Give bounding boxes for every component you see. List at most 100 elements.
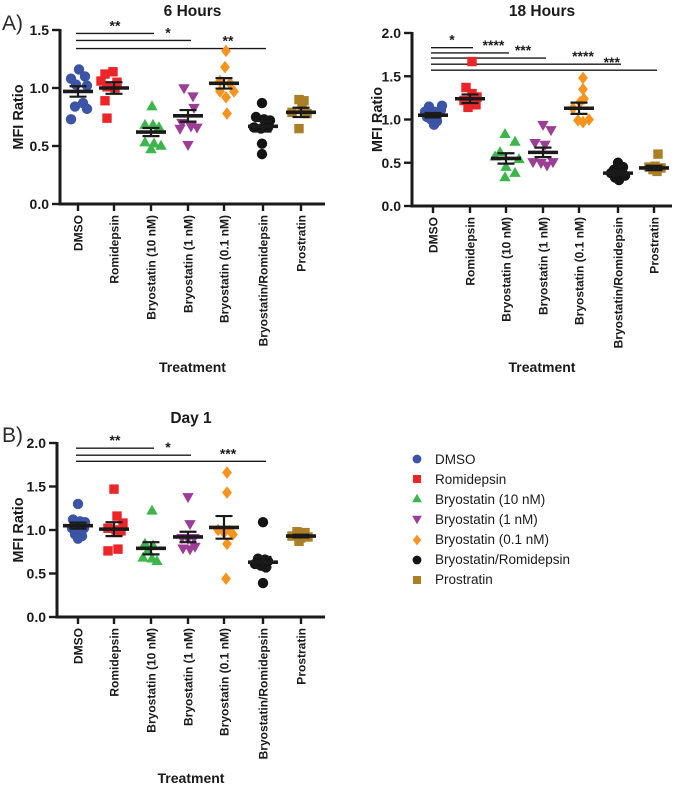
significance-label: ** bbox=[223, 33, 234, 49]
y-tick-label: 1.5 bbox=[382, 68, 402, 84]
data-point bbox=[653, 149, 663, 159]
legend-label: Romidepsin bbox=[435, 471, 507, 487]
y-tick-label: 0.0 bbox=[30, 196, 50, 212]
data-point bbox=[222, 466, 232, 479]
data-point bbox=[70, 79, 82, 90]
data-point bbox=[108, 67, 118, 77]
data-point bbox=[146, 504, 158, 515]
y-tick-label: 0.0 bbox=[382, 198, 402, 214]
data-point bbox=[73, 64, 85, 75]
data-point bbox=[139, 136, 151, 147]
significance-label: *** bbox=[604, 54, 621, 70]
data-point bbox=[500, 160, 512, 171]
y-tick-label: 1.0 bbox=[27, 522, 47, 538]
y-axis-title: MFI Ratio bbox=[11, 497, 27, 562]
square-icon bbox=[413, 575, 421, 584]
triangle-up-icon bbox=[412, 494, 422, 503]
data-point bbox=[547, 158, 559, 169]
square-icon bbox=[413, 475, 421, 484]
diamond-icon bbox=[412, 534, 422, 545]
legend-item: Bryostatin (0.1 nM) bbox=[405, 530, 570, 550]
data-point bbox=[428, 119, 440, 130]
x-tick-label: Bryostatin (10 nM) bbox=[500, 217, 514, 322]
data-point bbox=[467, 56, 477, 67]
data-point bbox=[228, 528, 238, 541]
x-axis-title: Treatment bbox=[159, 359, 226, 375]
data-point bbox=[221, 44, 231, 58]
data-point bbox=[471, 100, 481, 110]
legend-marker bbox=[412, 454, 422, 464]
triangle-down-icon bbox=[412, 516, 422, 525]
data-point bbox=[222, 486, 232, 499]
y-axis-title: MFI Ratio bbox=[11, 84, 27, 149]
legend-item: Prostratin bbox=[405, 570, 570, 590]
data-point bbox=[81, 103, 93, 115]
data-point bbox=[147, 118, 159, 129]
x-tick-label: DMSO bbox=[72, 215, 86, 251]
data-point bbox=[509, 166, 521, 177]
data-point bbox=[151, 555, 163, 566]
data-point bbox=[182, 493, 194, 504]
data-point bbox=[189, 542, 201, 553]
x-tick-label: Prostratin bbox=[295, 628, 309, 685]
x-tick-label: Bryostatin (10 nM) bbox=[145, 628, 159, 733]
data-point bbox=[100, 96, 110, 106]
data-point bbox=[527, 158, 539, 169]
significance-label: *** bbox=[515, 42, 532, 58]
data-point bbox=[187, 92, 199, 103]
data-point bbox=[539, 140, 551, 151]
data-point bbox=[221, 572, 231, 586]
data-point bbox=[463, 102, 473, 113]
significance-label: *** bbox=[220, 445, 237, 461]
significance-label: * bbox=[165, 439, 171, 455]
legend-item: Bryostatin (10 nM) bbox=[405, 489, 570, 509]
legend-label: Bryostatin (10 nM) bbox=[435, 491, 546, 507]
significance-label: **** bbox=[483, 37, 505, 53]
y-tick-label: 0.5 bbox=[382, 155, 402, 171]
data-point bbox=[188, 103, 200, 114]
data-point bbox=[96, 76, 106, 86]
data-point bbox=[257, 577, 269, 589]
legend: DMSO Romidepsin Bryostatin (10 nM) Bryostat… bbox=[405, 449, 570, 590]
x-tick-label: Bryostatin (1 nM) bbox=[182, 628, 196, 726]
data-point bbox=[103, 546, 113, 556]
data-point bbox=[178, 84, 190, 95]
legend-item: Bryostatin/Romidepsin bbox=[405, 550, 570, 570]
x-tick-label: Bryostatin/Romidepsin bbox=[612, 217, 626, 348]
significance-label: **** bbox=[572, 48, 594, 64]
x-axis-title: Treatment bbox=[509, 359, 576, 375]
data-point bbox=[139, 118, 151, 129]
data-point bbox=[578, 82, 588, 96]
x-axis-title: Treatment bbox=[158, 770, 225, 786]
x-tick-label: Bryostatin/Romidepsin bbox=[257, 628, 271, 759]
y-tick-label: 1.5 bbox=[30, 22, 50, 38]
y-tick-label: 2.0 bbox=[27, 435, 47, 451]
data-point bbox=[294, 94, 304, 105]
x-tick-label: Bryostatin (1 nM) bbox=[182, 215, 196, 313]
data-point bbox=[184, 520, 196, 531]
data-point bbox=[145, 143, 157, 154]
data-point bbox=[537, 120, 549, 131]
x-tick-label: Romidepsin bbox=[108, 215, 122, 284]
legend-label: Prostratin bbox=[435, 572, 493, 588]
data-point bbox=[535, 158, 547, 169]
y-tick-label: 1.5 bbox=[27, 479, 47, 495]
significance-label: * bbox=[449, 32, 455, 48]
data-point bbox=[294, 536, 304, 547]
y-tick-label: 1.0 bbox=[30, 80, 50, 96]
data-point bbox=[584, 113, 594, 126]
data-point bbox=[79, 71, 91, 82]
panel-b-label: B) bbox=[2, 424, 23, 447]
legend-marker bbox=[412, 534, 422, 545]
data-point bbox=[174, 124, 186, 135]
data-point bbox=[509, 135, 521, 146]
data-point bbox=[221, 90, 231, 104]
legend-label: Bryostatin/Romidepsin bbox=[435, 552, 571, 568]
x-tick-label: Bryostatin (0.1 nM) bbox=[218, 215, 232, 323]
significance-label: * bbox=[165, 24, 171, 40]
data-point bbox=[256, 97, 268, 109]
x-tick-label: Romidepsin bbox=[108, 628, 122, 697]
circle-icon bbox=[412, 454, 422, 464]
